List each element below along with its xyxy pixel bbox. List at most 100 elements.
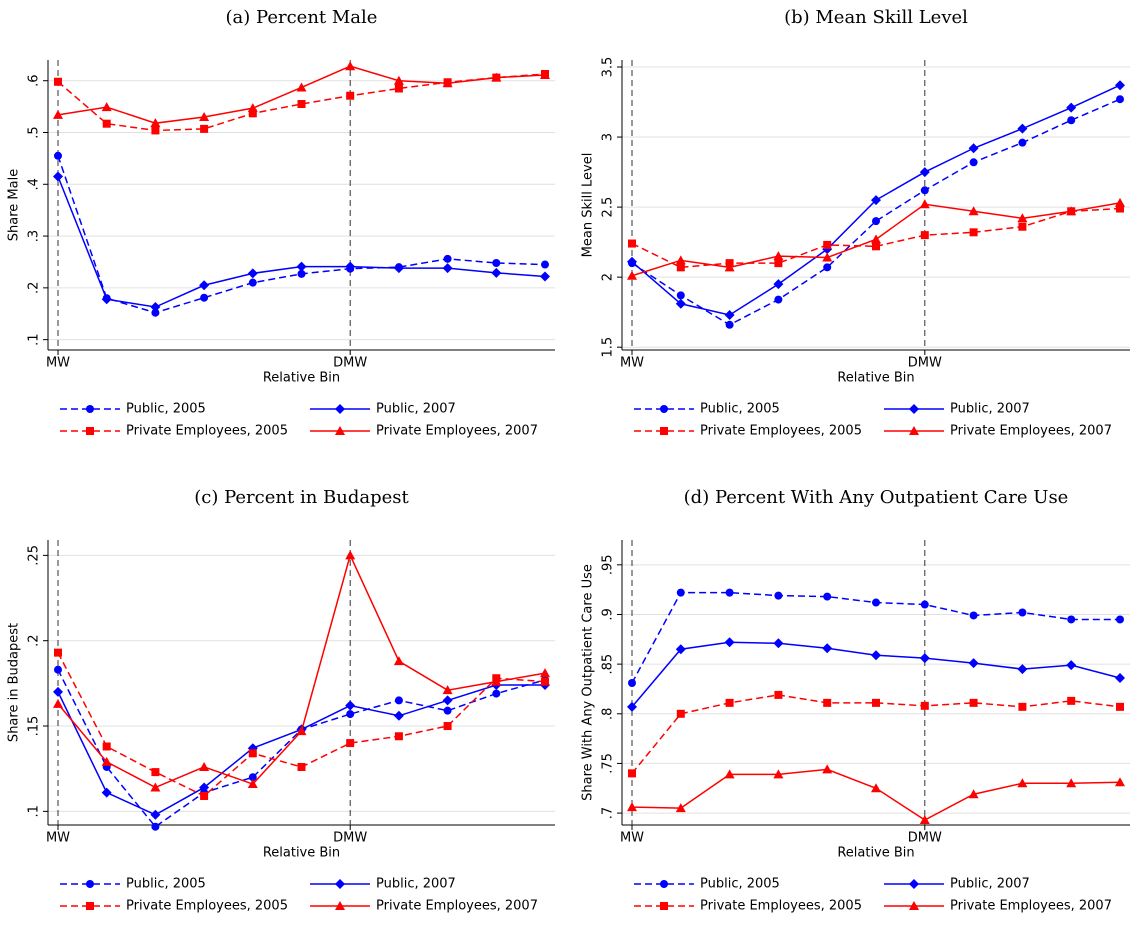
x-tick-label: DMW — [908, 831, 942, 846]
marker — [920, 186, 929, 195]
marker — [199, 761, 210, 771]
marker — [773, 638, 784, 649]
marker — [919, 815, 930, 825]
legend-marker — [86, 880, 94, 888]
legend-label: Private Employees, 2007 — [376, 899, 538, 914]
legend-marker — [909, 426, 919, 435]
series-line — [57, 155, 546, 314]
marker — [150, 302, 161, 313]
marker — [872, 698, 880, 707]
marker — [540, 668, 550, 678]
marker — [1066, 778, 1077, 788]
marker — [1017, 778, 1028, 788]
legend-label: Public, 2007 — [376, 877, 456, 892]
marker — [199, 280, 210, 291]
marker — [345, 550, 356, 560]
marker — [1017, 213, 1028, 223]
marker — [1067, 696, 1076, 705]
marker — [968, 206, 979, 216]
marker — [676, 709, 685, 718]
y-tick-label: .7 — [601, 807, 616, 819]
marker — [297, 100, 306, 109]
marker — [345, 700, 356, 711]
marker — [872, 242, 880, 251]
legend-label: Private Employees, 2005 — [700, 424, 862, 439]
marker — [919, 199, 930, 209]
x-tick-label: MW — [620, 356, 644, 371]
legend-label: Public, 2005 — [126, 402, 206, 417]
marker — [346, 739, 355, 748]
marker — [724, 637, 735, 648]
y-tick-label: .6 — [27, 75, 42, 87]
y-tick-label: .8 — [601, 708, 616, 720]
marker — [247, 103, 258, 113]
legend-marker — [909, 879, 919, 889]
marker — [443, 254, 452, 263]
legend-marker — [335, 879, 345, 889]
y-tick-label: .5 — [27, 126, 42, 138]
marker — [872, 598, 880, 607]
marker — [628, 239, 636, 248]
marker — [442, 695, 453, 706]
marker — [296, 726, 307, 736]
y-tick-label: .15 — [27, 716, 42, 737]
marker — [774, 259, 783, 268]
marker — [1115, 80, 1125, 91]
marker — [346, 91, 355, 100]
marker — [151, 822, 160, 831]
marker — [675, 298, 686, 309]
marker — [102, 742, 111, 751]
y-tick-label: 1.5 — [601, 337, 616, 358]
marker — [773, 769, 784, 779]
legend-label: Public, 2005 — [700, 402, 780, 417]
marker — [1017, 123, 1028, 134]
y-axis-label: Mean Skill Level — [581, 153, 596, 258]
marker — [774, 295, 783, 304]
marker — [151, 768, 160, 777]
marker — [151, 308, 160, 317]
series-line — [57, 553, 546, 789]
marker — [200, 293, 209, 302]
marker — [676, 291, 685, 300]
x-axis-label: Relative Bin — [837, 371, 914, 386]
marker — [724, 309, 735, 320]
marker — [53, 698, 63, 708]
marker — [443, 722, 452, 731]
marker — [871, 650, 881, 661]
marker — [725, 588, 734, 597]
marker — [54, 648, 62, 657]
legend-marker — [660, 427, 668, 435]
marker — [920, 600, 929, 609]
marker — [101, 102, 112, 112]
marker — [773, 251, 784, 261]
marker — [628, 769, 636, 778]
x-tick-label: MW — [620, 831, 644, 846]
marker — [627, 256, 637, 267]
y-tick-label: 2.5 — [601, 197, 616, 218]
marker — [725, 320, 734, 329]
marker — [541, 677, 549, 686]
series-line — [631, 98, 1121, 326]
legend-label: Private Employees, 2005 — [126, 899, 288, 914]
marker — [969, 611, 978, 620]
marker — [540, 271, 550, 282]
legend-label: Private Employees, 2005 — [700, 899, 862, 914]
y-axis-label: Share in Budapest — [7, 623, 22, 742]
marker — [1066, 102, 1077, 113]
marker — [675, 803, 686, 813]
marker — [54, 77, 62, 86]
marker — [151, 126, 160, 135]
series-line — [57, 65, 546, 124]
marker — [1067, 116, 1076, 125]
marker — [150, 809, 161, 820]
y-tick-label: .3 — [27, 230, 42, 242]
marker — [491, 676, 502, 686]
marker — [248, 109, 257, 118]
marker — [968, 789, 979, 799]
y-tick-label: .1 — [27, 333, 42, 345]
marker — [1018, 702, 1027, 711]
marker — [1017, 664, 1028, 675]
marker — [297, 269, 306, 278]
legend-marker — [909, 404, 919, 414]
